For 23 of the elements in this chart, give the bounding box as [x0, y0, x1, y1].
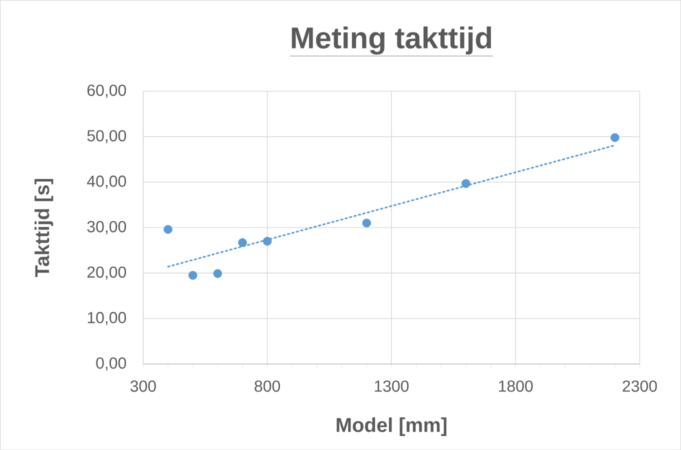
point	[188, 270, 198, 280]
point	[262, 236, 272, 246]
point	[462, 179, 470, 188]
y-tick-label: 50,00	[87, 130, 126, 144]
point	[362, 218, 372, 228]
y-tick-label: 60,00	[87, 84, 126, 98]
y-axis-title: Takttijd [s]	[34, 178, 54, 278]
x-axis-title: Model [mm]	[336, 417, 446, 436]
y-tick-label: 30,00	[87, 220, 126, 234]
y-tick-label: 0,00	[96, 357, 126, 370]
x-tick-label: 2300	[622, 380, 657, 392]
y-tick-label: 10,00	[88, 312, 126, 326]
y-tick-label: 20,00	[87, 266, 126, 280]
chart-title: Meting takttijd	[292, 26, 492, 55]
x-tick-label: 1300	[374, 380, 409, 392]
x-tick-label: 1800	[499, 380, 533, 392]
x-tick-label: 800	[254, 380, 280, 392]
x-tick-label: 300	[130, 380, 156, 392]
point	[238, 238, 247, 247]
point	[164, 224, 172, 234]
point	[610, 133, 620, 142]
y-tick-label: 40,00	[87, 175, 126, 189]
point	[213, 269, 222, 278]
